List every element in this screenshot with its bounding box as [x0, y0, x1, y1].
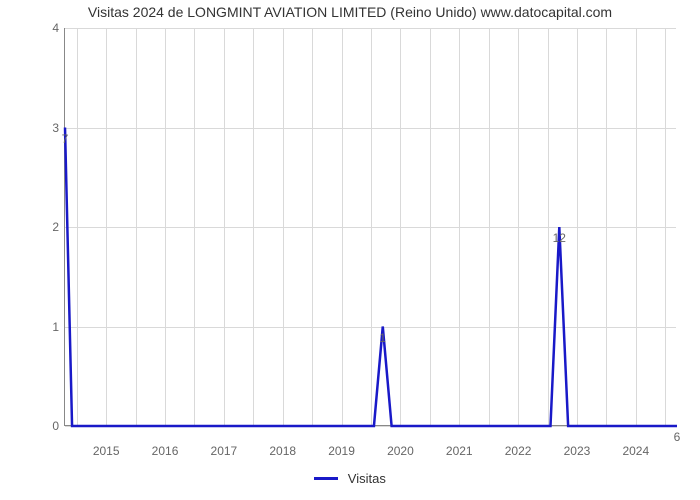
plot-area: 0123420152016201720182019202020212022202…: [64, 28, 676, 426]
x-tick-label: 2018: [269, 444, 296, 458]
y-tick-label: 1: [33, 320, 59, 334]
y-tick-label: 4: [33, 21, 59, 35]
data-point-label: 1: [379, 331, 386, 345]
x-tick-label: 2020: [387, 444, 414, 458]
chart-title: Visitas 2024 de LONGMINT AVIATION LIMITE…: [0, 4, 700, 20]
series-line: [65, 28, 677, 426]
x-tick-label: 2023: [564, 444, 591, 458]
y-tick-label: 3: [33, 121, 59, 135]
legend: Visitas: [0, 470, 700, 486]
y-tick-label: 2: [33, 220, 59, 234]
data-point-label: 6: [674, 430, 681, 444]
x-tick-label: 2024: [622, 444, 649, 458]
x-tick-label: 2022: [505, 444, 532, 458]
x-tick-label: 2015: [93, 444, 120, 458]
x-tick-label: 2017: [211, 444, 238, 458]
x-tick-label: 2016: [152, 444, 179, 458]
x-tick-label: 2021: [446, 444, 473, 458]
data-point-label: 7: [62, 132, 69, 146]
data-point-label: 12: [553, 231, 566, 245]
legend-label: Visitas: [348, 471, 386, 486]
y-tick-label: 0: [33, 419, 59, 433]
x-tick-label: 2019: [328, 444, 355, 458]
legend-swatch: [314, 477, 338, 480]
